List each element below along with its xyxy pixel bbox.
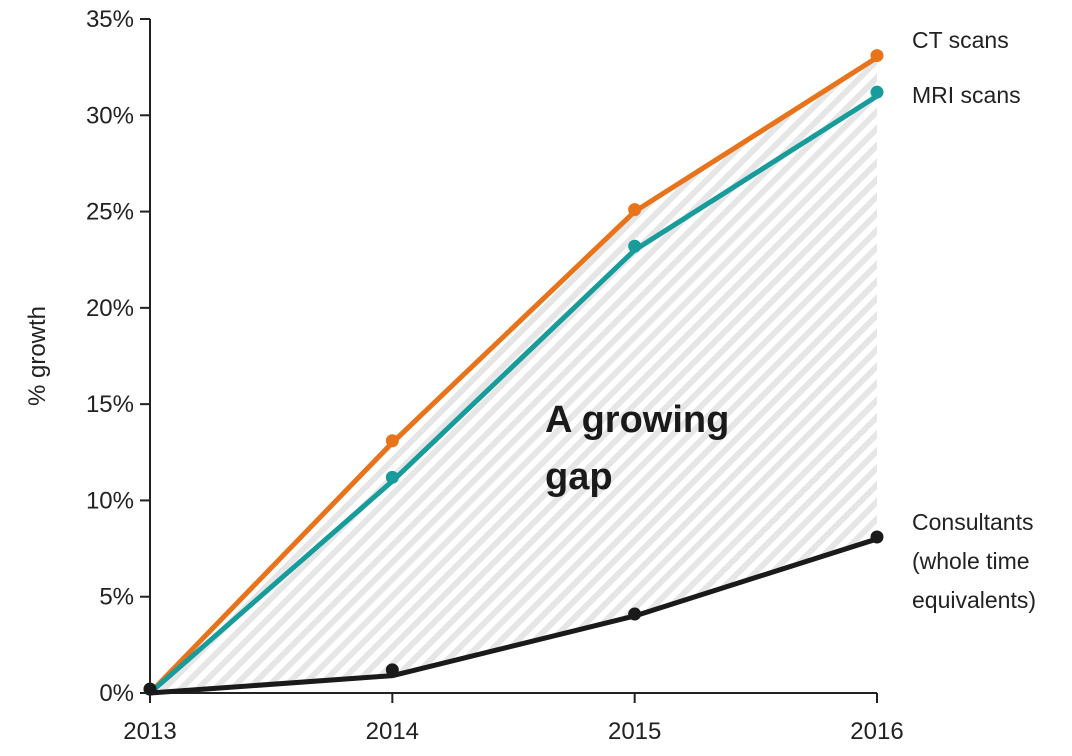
- y-tick-label: 20%: [86, 295, 134, 322]
- y-tick-label: 0%: [99, 680, 134, 707]
- x-tick-label: 2016: [850, 718, 903, 745]
- series-line: [147, 55, 880, 696]
- axes: 0% 5% 10% 15% 20% 25% 30% 35% 2013 2014 2015 2016 % …: [24, 6, 904, 745]
- data-point: [870, 530, 884, 544]
- x-tick-label: 2014: [366, 718, 419, 745]
- annotation-layer: A growing gap: [545, 399, 729, 498]
- y-tick-label: 5%: [99, 584, 134, 611]
- series-labels-layer: CT scans MRI scans Consultants (whole time e…: [912, 27, 1036, 613]
- series-label: MRI scans: [912, 82, 1021, 108]
- x-tick-label: 2013: [123, 718, 176, 745]
- series-label: Consultants: [912, 509, 1033, 535]
- data-point: [385, 470, 399, 484]
- series-label: (whole time: [912, 548, 1030, 574]
- series-line: [147, 93, 880, 696]
- data-point: [143, 682, 157, 696]
- series-line: [147, 536, 880, 696]
- data-point: [870, 49, 884, 63]
- series-label: CT scans: [912, 27, 1009, 53]
- series-3: [143, 530, 884, 696]
- data-point: [385, 663, 399, 677]
- series-label: equivalents): [912, 587, 1036, 613]
- series-layer: [143, 49, 884, 696]
- data-point: [385, 434, 399, 448]
- y-tick-label: 15%: [86, 391, 134, 418]
- gap-annotation: A growing: [545, 399, 729, 441]
- y-axis-title: % growth: [24, 306, 51, 406]
- y-tick-label: 35%: [86, 6, 134, 33]
- y-tick-label: 10%: [86, 487, 134, 514]
- y-tick-label: 30%: [86, 102, 134, 129]
- gap-annotation: gap: [545, 456, 613, 498]
- data-point: [628, 203, 642, 217]
- data-point: [628, 239, 642, 253]
- data-point: [870, 85, 884, 99]
- data-point: [628, 607, 642, 621]
- y-tick-label: 25%: [86, 199, 134, 226]
- x-tick-label: 2015: [608, 718, 661, 745]
